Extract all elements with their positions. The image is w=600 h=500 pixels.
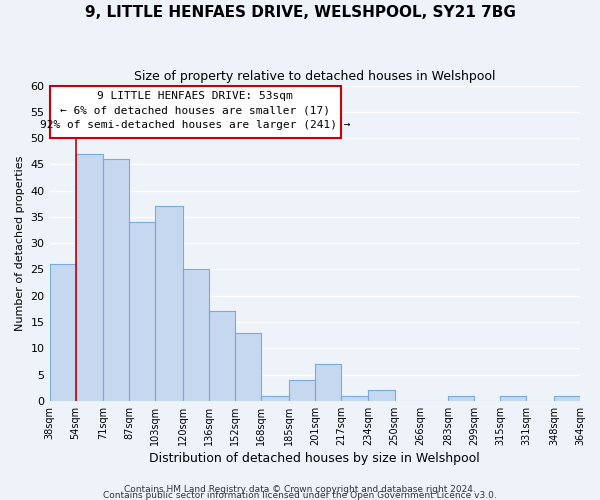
Text: 9 LITTLE HENFAES DRIVE: 53sqm: 9 LITTLE HENFAES DRIVE: 53sqm bbox=[97, 91, 293, 101]
FancyBboxPatch shape bbox=[50, 86, 341, 138]
Text: Contains public sector information licensed under the Open Government Licence v3: Contains public sector information licen… bbox=[103, 490, 497, 500]
Y-axis label: Number of detached properties: Number of detached properties bbox=[15, 156, 25, 331]
Title: Size of property relative to detached houses in Welshpool: Size of property relative to detached ho… bbox=[134, 70, 496, 83]
Text: 92% of semi-detached houses are larger (241) →: 92% of semi-detached houses are larger (… bbox=[40, 120, 350, 130]
Text: Contains HM Land Registry data © Crown copyright and database right 2024.: Contains HM Land Registry data © Crown c… bbox=[124, 485, 476, 494]
X-axis label: Distribution of detached houses by size in Welshpool: Distribution of detached houses by size … bbox=[149, 452, 480, 465]
Text: 9, LITTLE HENFAES DRIVE, WELSHPOOL, SY21 7BG: 9, LITTLE HENFAES DRIVE, WELSHPOOL, SY21… bbox=[85, 5, 515, 20]
Text: ← 6% of detached houses are smaller (17): ← 6% of detached houses are smaller (17) bbox=[60, 105, 330, 115]
